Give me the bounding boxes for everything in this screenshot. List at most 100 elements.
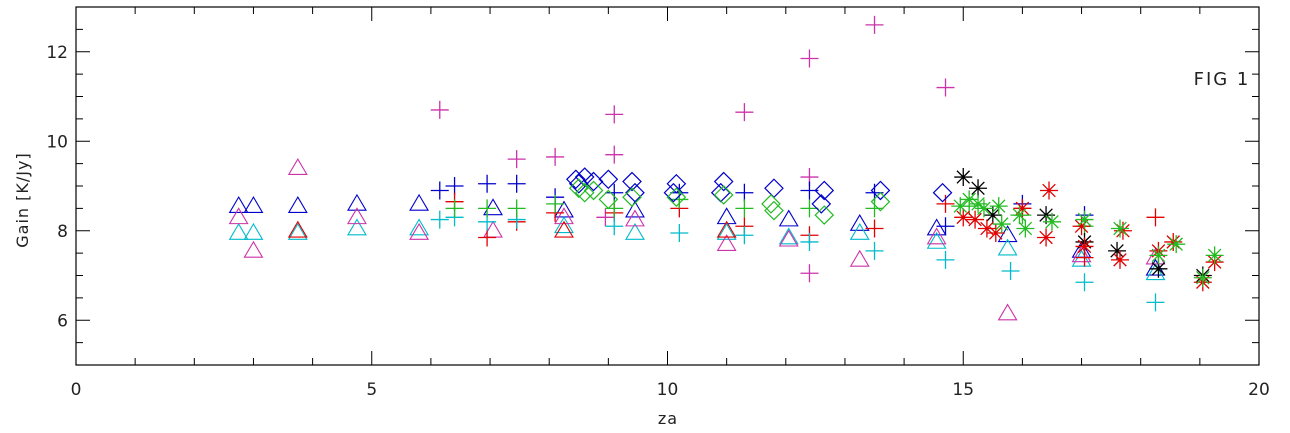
plus-marker-magenta [605,145,624,164]
triangle-marker-blue [625,200,645,218]
plus-marker-magenta [800,264,819,283]
triangle-marker-cyan [347,218,367,236]
triangle-marker-magenta [409,222,430,240]
star-marker-black [983,206,1002,225]
plus-marker-cyan [800,232,819,251]
diamond-marker-blue [811,194,832,214]
triangle-marker-magenta [287,158,308,175]
plus-marker-cyan [1075,273,1094,292]
plus-marker-blue [605,183,624,202]
plus-marker-magenta [430,100,449,119]
plus-marker-cyan [865,241,884,260]
diamond-marker-green [622,187,642,208]
triangle-marker-blue [243,196,264,213]
diamond-marker-green [761,194,781,214]
plus-marker-blue [478,174,497,193]
plus-marker-cyan [936,250,955,269]
x-tick-label: 15 [952,380,974,400]
plot-frame [75,6,1260,366]
diamond-marker-blue [598,169,619,190]
plus-marker-red [865,219,884,238]
diamond-marker-blue [666,173,687,194]
triangle-marker-magenta [926,227,947,245]
triangle-marker-cyan [228,222,249,240]
diamond-marker-blue [814,180,835,201]
plus-marker-green [445,199,464,218]
star-marker-green [1042,212,1061,231]
star-marker-green [1149,246,1168,265]
y-axis-label: Gain [K/Jy] [13,152,32,247]
plus-marker-magenta [936,78,955,97]
triangle-marker-cyan [1145,263,1166,281]
x-tick-label: 20 [1248,380,1270,400]
triangle-marker-blue [347,193,367,211]
plus-marker-blue [445,177,464,195]
triangle-marker-cyan [1071,249,1092,267]
plus-marker-red [478,228,497,247]
triangle-marker-magenta [1071,245,1092,263]
diamond-marker-blue [565,169,586,190]
plus-marker-green [546,194,565,213]
diamond-marker-green [568,178,589,199]
triangle-marker-blue [997,225,1018,243]
triangle-marker-magenta [849,249,870,267]
triangle-marker-blue [287,196,308,213]
triangle-marker-magenta [716,234,737,252]
plus-marker-magenta [735,103,754,122]
triangle-marker-cyan [287,222,308,240]
triangle-marker-magenta [228,207,249,225]
triangle-marker-magenta [554,207,574,225]
triangle-marker-red [554,220,574,238]
triangle-marker-magenta [997,303,1018,321]
triangle-marker-cyan [926,231,947,249]
plus-marker-blue [430,181,449,200]
diamond-marker-blue [663,182,684,203]
plus-marker-green [670,190,689,209]
star-marker-red [1013,199,1032,218]
star-marker-red [954,208,973,227]
triangle-marker-blue [849,213,870,231]
star-marker-green [1167,235,1186,254]
star-marker-green [989,197,1008,216]
y-tick-label: 10 [46,132,68,152]
triangle-marker-cyan [409,218,430,236]
star-marker-red [1075,237,1094,256]
plus-marker-red [1146,208,1165,227]
y-tick-label: 8 [57,222,68,242]
plus-marker-magenta [605,105,624,124]
star-marker-green [960,190,979,209]
plot-axes: 0 5 10 15 20 6 8 10 12 [46,6,1270,400]
star-marker-black [1108,241,1127,260]
star-marker-green [1016,219,1035,238]
diamond-marker-green [574,182,595,203]
star-marker-red [966,210,985,229]
x-axis-label: za [658,409,678,428]
triangle-marker-cyan [716,222,737,240]
diamond-marker-green [598,189,619,210]
triangle-marker-magenta [347,207,367,225]
plus-marker-blue [507,174,526,193]
plus-marker-cyan [670,223,689,242]
diamond-marker-green [713,185,734,205]
triangle-marker-magenta [243,240,264,258]
star-marker-green [1193,268,1212,287]
star-marker-green [969,194,988,213]
star-marker-red [986,223,1005,242]
plus-marker-cyan [735,226,754,245]
plus-marker-green [507,199,526,218]
plus-marker-cyan [1146,293,1165,312]
data-markers [228,15,1224,321]
star-marker-green [951,197,970,216]
plus-marker-magenta [507,150,526,169]
triangle-marker-cyan [778,227,799,245]
plus-marker-magenta [546,147,565,166]
star-marker-red [977,219,996,238]
plus-marker-red [936,194,955,213]
star-marker-red [1111,250,1129,269]
plus-marker-green [735,199,754,218]
plus-marker-magenta [800,49,819,68]
diamond-marker-blue [764,178,784,199]
star-marker-green [1075,210,1094,229]
plus-marker-green [800,199,819,218]
star-marker-green [992,215,1011,234]
